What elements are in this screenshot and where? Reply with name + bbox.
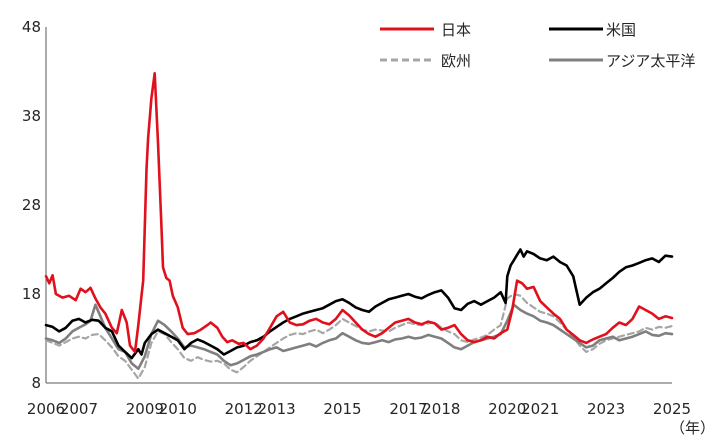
y-axis: 8 18 28 38 48 <box>22 18 47 392</box>
series-line-0 <box>44 72 674 354</box>
series-line-3 <box>44 303 674 371</box>
x-tick-label: 2015 <box>323 400 361 418</box>
x-tick-label: 2018 <box>422 400 460 418</box>
x-tick-label: 2007 <box>60 400 98 418</box>
x-tick-label: 2010 <box>159 400 197 418</box>
x-tick-label: 2023 <box>587 400 625 418</box>
legend-label-1: 米国 <box>606 21 636 39</box>
x-tick-label: 2012 <box>225 400 263 418</box>
x-tick-label: 2017 <box>389 400 427 418</box>
legend-label-0: 日本 <box>441 21 471 39</box>
series-layer <box>44 72 674 380</box>
x-tick-label: 2021 <box>521 400 559 418</box>
y-tick-label: 38 <box>22 107 41 125</box>
legend-label-2: 欧州 <box>441 52 471 70</box>
x-tick-label: 2025 <box>653 400 691 418</box>
y-tick-label: 18 <box>22 285 41 303</box>
legend-label-3: アジア太平洋 <box>606 52 695 70</box>
y-tick-label: 28 <box>22 196 41 214</box>
x-tick-label: 2009 <box>126 400 164 418</box>
y-tick-label: 48 <box>22 18 41 36</box>
y-tick-label: 8 <box>31 374 41 392</box>
x-axis-unit-label: （年） <box>670 419 715 437</box>
series-line-1 <box>44 248 674 360</box>
x-tick-label: 2013 <box>258 400 296 418</box>
x-tick-label: 2006 <box>27 400 65 418</box>
x-tick-label: 2020 <box>488 400 526 418</box>
